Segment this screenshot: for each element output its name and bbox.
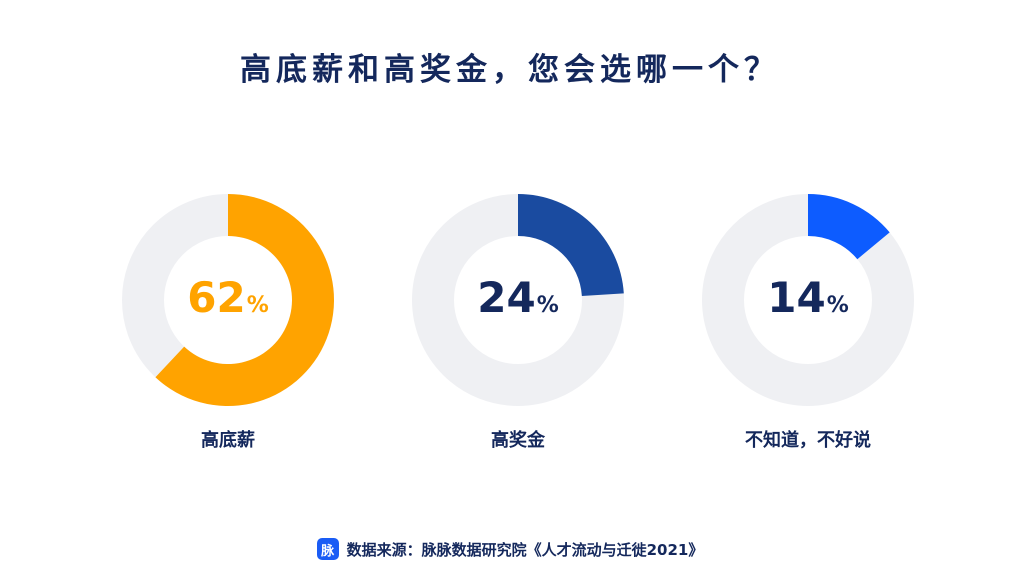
- donut-category-label-2: 高奖金: [491, 430, 545, 451]
- donut-value-label-1: 62%: [187, 273, 269, 322]
- source-text: 数据来源：脉脉数据研究院《人才流动与迁徙2021》: [346, 540, 704, 559]
- donut-value-label-2: 24%: [477, 273, 559, 322]
- donut-segment-2: [518, 194, 624, 296]
- donut-category-label-1: 高底薪: [201, 430, 255, 451]
- data-source: 脉 数据来源：脉脉数据研究院《人才流动与迁徙2021》: [0, 538, 1020, 560]
- maimai-logo-icon: 脉: [316, 538, 339, 560]
- chart-title: 高底薪和高奖金，您会选哪一个？: [240, 52, 780, 88]
- donut-category-label-3: 不知道，不好说: [745, 430, 871, 451]
- donut-segment-1: [155, 194, 335, 407]
- donut-segment-3: [808, 194, 890, 260]
- donut-value-label-3: 14%: [767, 273, 849, 322]
